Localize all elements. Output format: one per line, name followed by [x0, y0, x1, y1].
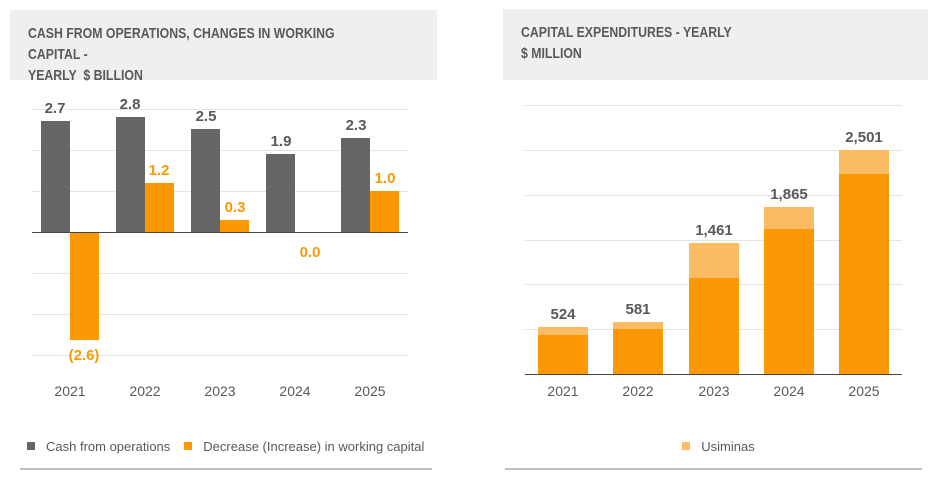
x-axis-line [525, 374, 902, 375]
legend-label-cash-from-operations: Cash from operations [46, 438, 171, 454]
bar-capex-usiminas-2022 [613, 322, 663, 329]
bar-cash-from-operations-2022 [116, 117, 145, 232]
bar-capex-usiminas-2025 [839, 150, 889, 174]
legend-label-working-capital: Decrease (Increase) in working capital [203, 438, 425, 454]
gridline [525, 150, 902, 151]
bar-working-capital-2021 [70, 233, 99, 340]
year-label-2024: 2024 [773, 383, 805, 399]
year-label-2023: 2023 [698, 383, 730, 399]
bar-value-label-cash-2023: 2.5 [195, 108, 217, 125]
gridline [32, 314, 408, 315]
cash-chart-legend: Cash from operations Decrease (Increase)… [10, 434, 460, 458]
bar-capex-usiminas-2024 [764, 207, 814, 229]
year-label-2021: 2021 [547, 383, 579, 399]
bar-capex-main-2024 [764, 229, 814, 374]
bar-capex-main-2025 [839, 174, 889, 374]
bar-value-label-capex-2025: 2,501 [845, 129, 883, 146]
bar-value-label-capex-2022: 581 [625, 301, 651, 318]
gridline [525, 240, 902, 241]
year-label-2022: 2022 [129, 383, 161, 399]
bar-capex-usiminas-2023 [689, 243, 739, 278]
legend-swatch-gray-icon [27, 442, 35, 450]
bar-capex-usiminas-2021 [538, 327, 588, 335]
bar-value-label-cash-2022: 2.8 [119, 96, 141, 113]
capex-chart-title-text: CAPITAL EXPENDITURES - YEARLY $ MILLION [521, 24, 732, 62]
x-axis-line [32, 232, 408, 233]
bar-value-label-wc-2025: 1.0 [374, 170, 396, 187]
left-panel-divider [20, 468, 432, 470]
bar-cash-from-operations-2024 [266, 154, 295, 232]
capex-chart-title: CAPITAL EXPENDITURES - YEARLY $ MILLION [503, 9, 928, 80]
cash-chart-plot: 2.7 (2.6) 2021 2.8 1.2 2022 2.5 0.3 2023 1.9 0.0 20… [10, 90, 460, 420]
bar-capex-main-2022 [613, 329, 663, 374]
gridline [32, 273, 408, 274]
cash-chart-title: CASH FROM OPERATIONS, CHANGES IN WORKING… [10, 10, 437, 84]
bar-value-label-cash-2024: 1.9 [270, 133, 292, 150]
legend-item-cash-from-operations: Cash from operations [27, 439, 170, 454]
bar-value-label-wc-2023: 0.3 [224, 199, 246, 216]
year-label-2022: 2022 [622, 383, 654, 399]
bar-working-capital-2025 [370, 191, 399, 232]
year-label-2025: 2025 [354, 383, 386, 399]
bar-value-label-capex-2021: 524 [550, 306, 576, 323]
year-label-2023: 2023 [204, 383, 236, 399]
bar-cash-from-operations-2023 [191, 129, 220, 232]
bar-value-label-cash-2021: 2.7 [44, 100, 66, 117]
year-label-2024: 2024 [279, 383, 311, 399]
bar-working-capital-2023 [220, 220, 249, 232]
gridline [525, 105, 902, 106]
year-label-2025: 2025 [848, 383, 880, 399]
legend-item-usiminas: Usiminas [682, 438, 755, 454]
bar-value-label-wc-2024: 0.0 [299, 244, 321, 261]
gridline [32, 191, 408, 192]
bar-value-label-cash-2025: 2.3 [345, 117, 367, 134]
gridline [32, 355, 408, 356]
bar-value-label-capex-2024: 1,865 [770, 186, 808, 203]
right-panel-divider [505, 468, 922, 470]
bar-value-label-wc-2022: 1.2 [148, 162, 170, 179]
bar-value-label-capex-2023: 1,461 [695, 222, 733, 239]
bar-value-label-wc-2021: (2.6) [68, 347, 100, 364]
legend-label-usiminas: Usiminas [701, 438, 755, 454]
bar-cash-from-operations-2021 [41, 121, 70, 232]
legend-swatch-orange-icon [184, 442, 193, 450]
cash-chart-title-text: CASH FROM OPERATIONS, CHANGES IN WORKING… [28, 25, 335, 84]
bar-cash-from-operations-2025 [341, 138, 370, 232]
year-label-2021: 2021 [54, 383, 86, 399]
capex-chart-plot: 524 2021 581 2022 1,461 2023 1,865 2024 2,501 202… [500, 90, 937, 420]
bar-capex-main-2021 [538, 335, 588, 374]
capex-chart-legend: Usiminas [500, 434, 937, 458]
bar-working-capital-2022 [145, 183, 174, 232]
gridline [32, 109, 408, 110]
legend-item-working-capital: Decrease (Increase) in working capital [184, 439, 424, 454]
gridline [32, 150, 408, 151]
gridline [525, 195, 902, 196]
legend-swatch-light-orange-icon [682, 442, 691, 450]
bar-capex-main-2023 [689, 278, 739, 374]
